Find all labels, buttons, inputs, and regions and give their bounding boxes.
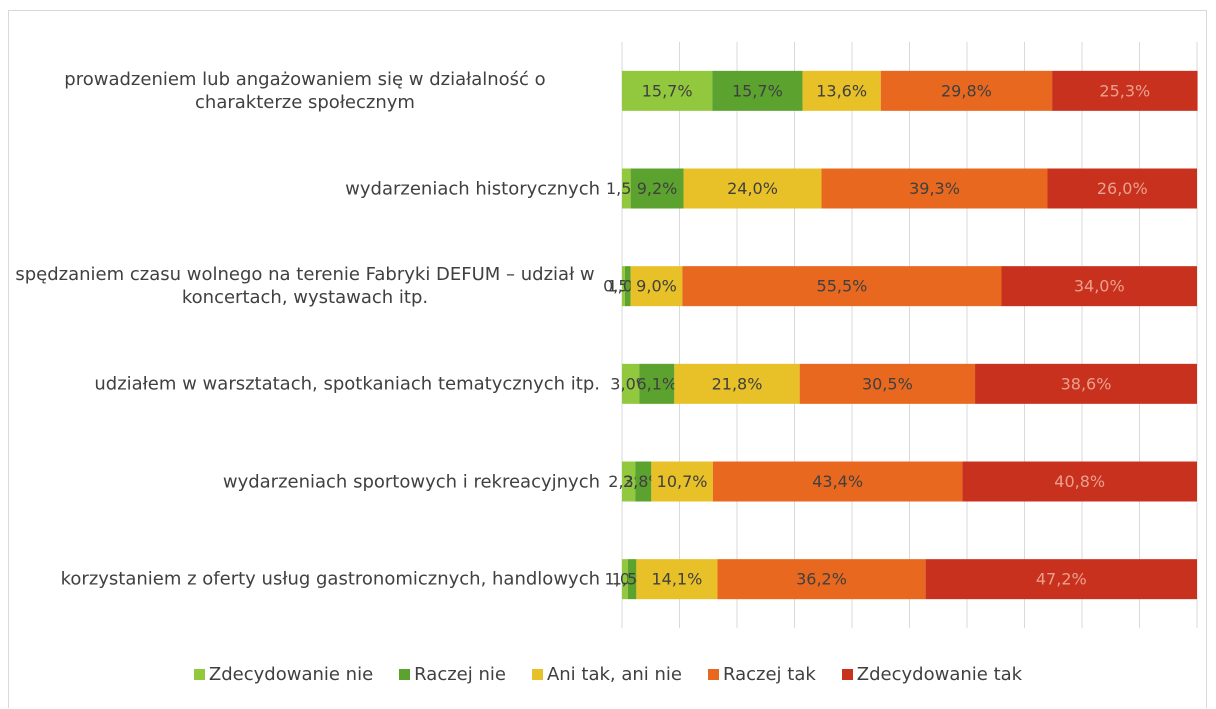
bar-segment — [717, 559, 926, 600]
category-text: wydarzeniach sportowych i rekreacyjnych — [222, 471, 600, 492]
bar-segment — [622, 559, 628, 600]
bar-segment — [962, 461, 1197, 502]
bar-segment — [1052, 70, 1198, 111]
bar-segment — [821, 168, 1048, 209]
bar-segment — [799, 363, 976, 404]
legend-item: Raczej nie — [399, 664, 506, 685]
category-text: wydarzeniach historycznych — [345, 178, 600, 199]
bar-segment — [622, 266, 625, 307]
bar-segment — [622, 461, 636, 502]
value-label: 14,1% — [651, 570, 702, 589]
value-label: 39,3% — [909, 179, 960, 198]
value-label: 25,3% — [1099, 81, 1150, 100]
bar-segment — [682, 266, 1002, 307]
bar-segment — [639, 363, 675, 404]
value-label: 29,8% — [941, 81, 992, 100]
bar-segment — [630, 168, 684, 209]
bar-segment — [622, 168, 631, 209]
category-label: wydarzeniach sportowych i rekreacyjnych — [223, 470, 600, 493]
category-label: spędzaniem czasu wolnego na terenie Fabr… — [10, 263, 600, 309]
legend-label: Ani tak, ani nie — [546, 664, 682, 685]
bar-segment — [712, 70, 803, 111]
bar-segment — [635, 461, 652, 502]
category-text: spędzaniem czasu wolnego na terenie Fabr… — [15, 264, 595, 309]
legend-swatch — [193, 669, 205, 680]
value-label: 40,8% — [1054, 472, 1105, 491]
category-label: wydarzeniach historycznych — [345, 177, 600, 200]
value-label: 9,2% — [637, 179, 678, 198]
value-label: 30,5% — [862, 374, 913, 393]
bar-segment — [630, 266, 683, 307]
value-label: 6,1% — [636, 374, 677, 393]
chart-frame — [8, 10, 1207, 708]
bar-segment — [1047, 168, 1197, 209]
value-label: 34,0% — [1074, 277, 1125, 296]
value-label: 13,6% — [816, 81, 867, 100]
legend-label: Zdecydowanie nie — [208, 664, 374, 685]
bar-segment — [674, 363, 800, 404]
legend: Zdecydowanie nie Raczej nie Ani tak, ani n… — [0, 664, 1216, 685]
value-label: 36,2% — [796, 570, 847, 589]
legend-label: Raczej tak — [723, 664, 816, 685]
bar-segment — [712, 461, 963, 502]
category-label: korzystaniem z oferty usług gastronomicz… — [61, 568, 600, 591]
bar-segment — [683, 168, 822, 209]
value-label: 10,7% — [657, 472, 708, 491]
value-label: 15,7% — [642, 81, 693, 100]
bar-segment — [651, 461, 713, 502]
legend-item: Zdecydowanie tak — [841, 664, 1023, 685]
value-label: 9,0% — [636, 277, 677, 296]
category-text: korzystaniem z oferty usług gastronomicz… — [60, 568, 600, 590]
legend-item: Zdecydowanie nie — [193, 664, 374, 685]
bar-segment — [1001, 266, 1197, 307]
bar-segment — [925, 559, 1197, 600]
legend-swatch — [708, 669, 719, 680]
legend-swatch — [531, 669, 543, 680]
legend-item: Ani tak, ani nie — [531, 664, 682, 685]
value-label: 43,4% — [812, 472, 863, 491]
bar-segment — [802, 70, 881, 111]
legend-swatch — [399, 669, 411, 680]
value-label: 38,6% — [1061, 374, 1112, 393]
value-label: 47,2% — [1036, 570, 1087, 589]
category-label: prowadzeniem lub angażowaniem się w dzia… — [10, 68, 600, 114]
value-label: 26,0% — [1097, 179, 1148, 198]
bar-segment — [624, 266, 631, 307]
legend-label: Raczej nie — [414, 664, 506, 685]
bar-segment — [627, 559, 637, 600]
value-label: 21,8% — [712, 374, 763, 393]
legend-item: Raczej tak — [708, 664, 816, 685]
legend-label: Zdecydowanie tak — [856, 664, 1023, 685]
category-label: udziałem w warsztatach, spotkaniach tema… — [94, 372, 600, 395]
value-label: 15,7% — [732, 81, 783, 100]
bar-segment — [975, 363, 1197, 404]
bar-segment — [880, 70, 1053, 111]
value-label: 55,5% — [817, 277, 868, 296]
bar-segment — [622, 70, 713, 111]
value-label: 24,0% — [727, 179, 778, 198]
bar-segment — [622, 363, 640, 404]
category-text: prowadzeniem lub angażowaniem się w dzia… — [64, 68, 546, 113]
bar-segment — [636, 559, 718, 600]
category-text: udziałem w warsztatach, spotkaniach tema… — [94, 373, 600, 395]
legend-swatch — [841, 669, 853, 680]
